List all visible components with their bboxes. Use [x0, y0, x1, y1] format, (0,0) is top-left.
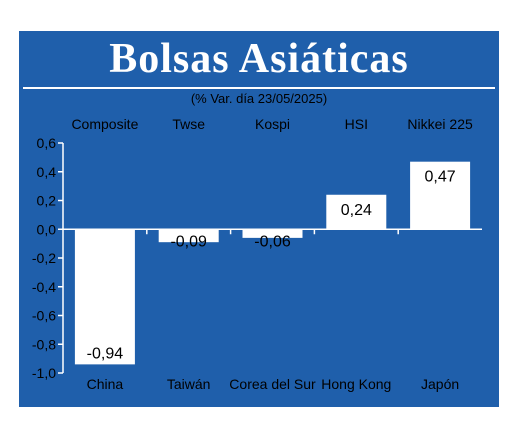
data-label: 0,47 — [425, 169, 456, 186]
index-name-label: Composite — [71, 116, 138, 132]
data-label: -0,94 — [87, 345, 124, 362]
y-tick-label: 0,0 — [37, 221, 57, 237]
bar — [242, 229, 303, 238]
chart-subtitle: (% Var. día 23/05/2025) — [190, 91, 328, 106]
index-name-label: Kospi — [255, 116, 290, 132]
chart-title: Bolsas Asiáticas — [109, 36, 409, 82]
y-tick-label: -0,8 — [32, 336, 56, 352]
bar — [410, 161, 471, 230]
y-tick-label: 0,6 — [37, 135, 57, 151]
bar — [158, 229, 219, 243]
x-tick-label: Taiwán — [167, 376, 211, 392]
bar-chart: 0,6 0,4 0,2 0,0 -0,2 -0,4 -0,6 -0,8 -1,0 -0,94 Co… — [32, 116, 482, 392]
chart-panel: Bolsas Asiáticas (% Var. día 23/05/2025)… — [19, 31, 499, 407]
x-tick-label: Hong Kong — [321, 376, 391, 392]
x-tick-label: China — [87, 376, 124, 392]
label-layer: -0,94 Composite China -0,09 Twse Taiwán -0,06 K… — [71, 116, 473, 392]
title-divider — [23, 87, 495, 89]
bar-layer — [74, 161, 471, 365]
index-name-label: HSI — [345, 116, 368, 132]
bar — [326, 194, 387, 230]
y-tick-label: -0,2 — [32, 250, 56, 266]
y-tick-label: -0,4 — [32, 279, 56, 295]
y-tick-label: 0,4 — [37, 164, 57, 180]
y-tick-label: -0,6 — [32, 308, 56, 324]
index-name-label: Nikkei 225 — [407, 116, 473, 132]
x-tick-label: Corea del Sur — [229, 376, 316, 392]
data-label: 0,24 — [341, 202, 372, 219]
data-label: -0,06 — [254, 233, 291, 250]
y-tick-label: -1,0 — [32, 365, 56, 381]
index-name-label: Twse — [172, 116, 205, 132]
x-tick-label: Japón — [421, 376, 459, 392]
bar — [74, 229, 135, 365]
y-tick-label: 0,2 — [37, 193, 57, 209]
data-label: -0,09 — [170, 233, 207, 250]
